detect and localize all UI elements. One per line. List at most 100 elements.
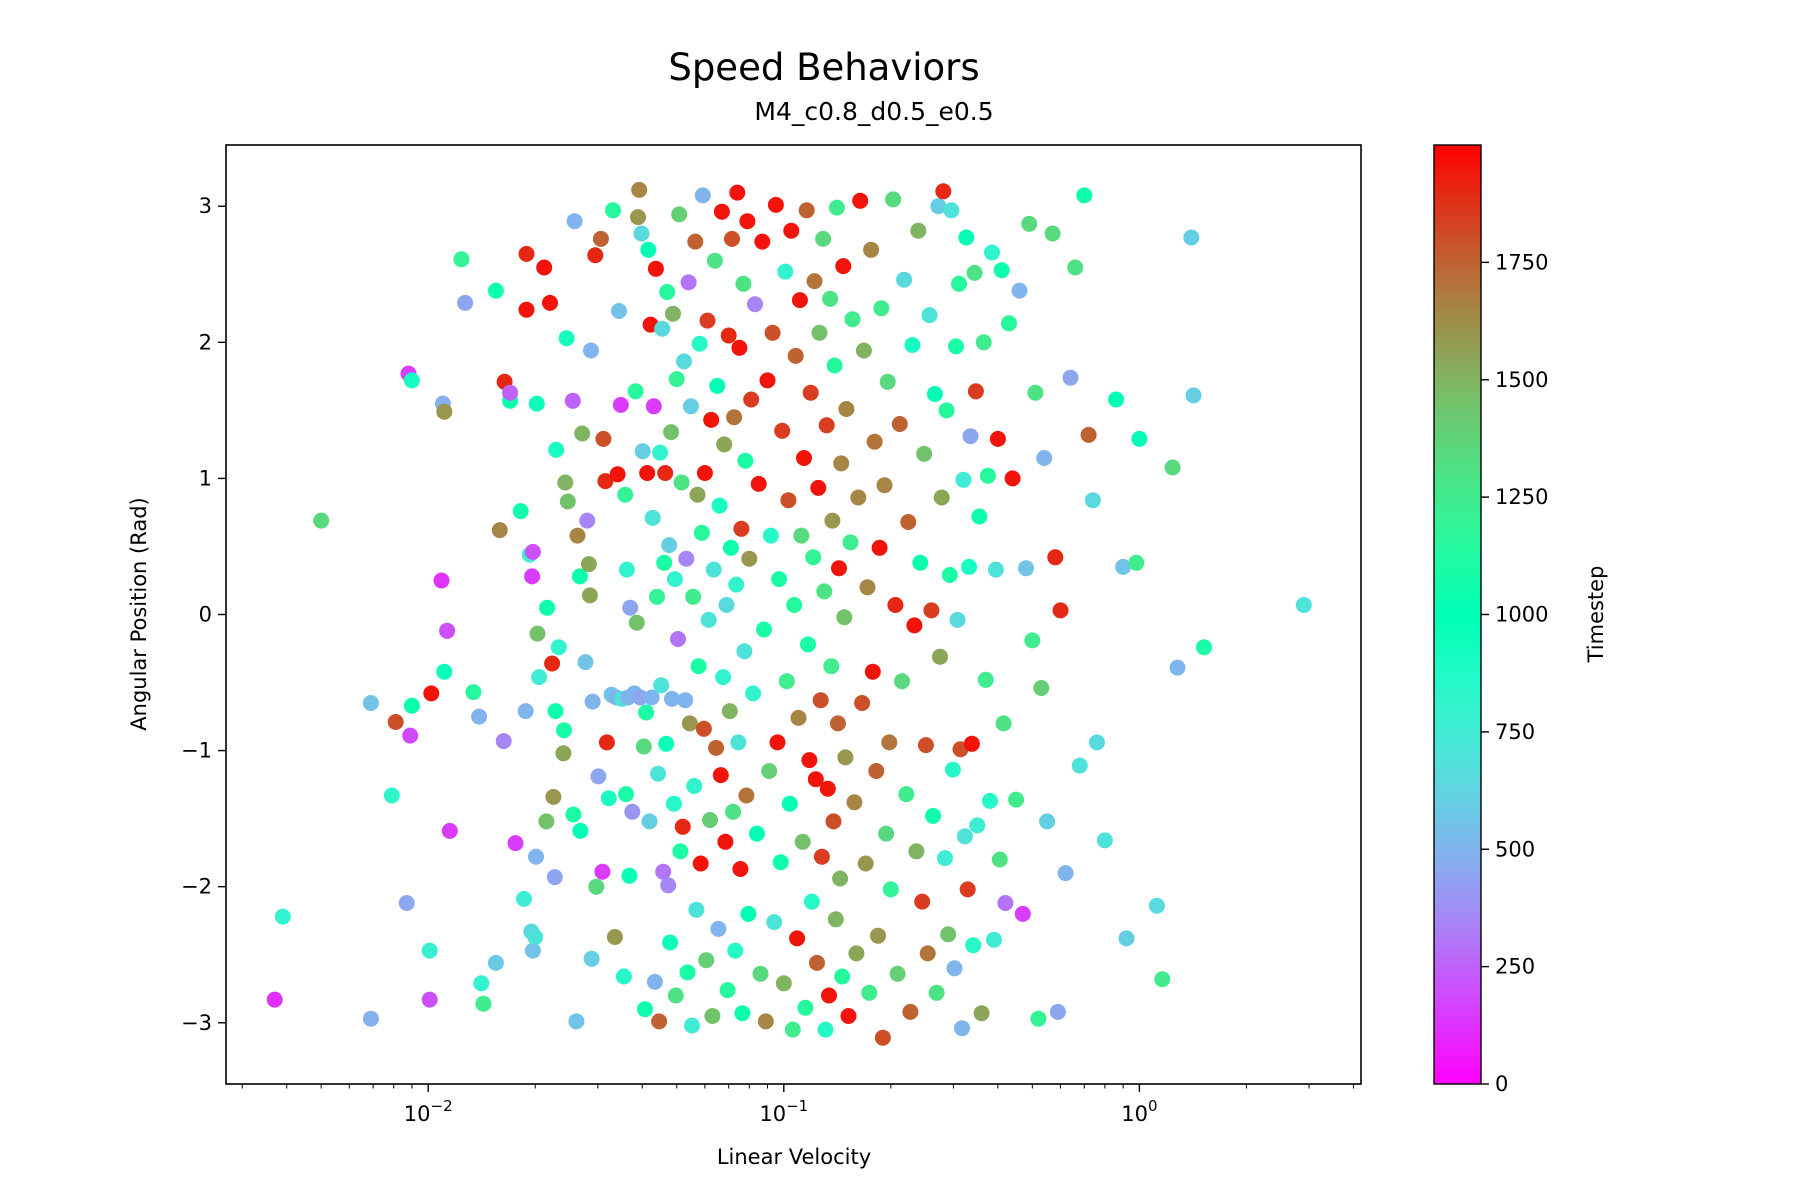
- data-point: [789, 930, 806, 947]
- data-point: [882, 881, 899, 898]
- data-point: [894, 673, 910, 690]
- data-point: [716, 436, 733, 453]
- data-point: [737, 452, 754, 469]
- data-point: [646, 973, 663, 990]
- data-point: [859, 579, 876, 596]
- data-point: [1033, 680, 1050, 696]
- data-point: [465, 684, 482, 701]
- data-point: [722, 539, 739, 556]
- data-point: [516, 890, 532, 907]
- chart-title: Speed Behaviors: [668, 46, 979, 89]
- data-point: [568, 1013, 585, 1030]
- data-point: [987, 561, 1004, 578]
- data-point: [887, 597, 904, 613]
- colorbar: 0 250 500 750 1000 1250 1500 1750 Timestep: [1433, 144, 1608, 1096]
- data-point: [778, 673, 795, 690]
- data-point: [857, 855, 874, 872]
- data-point: [572, 822, 589, 839]
- data-point: [754, 233, 771, 250]
- data-point: [631, 181, 648, 198]
- data-point: [710, 920, 727, 937]
- data-point: [439, 622, 456, 639]
- data-point: [547, 703, 564, 720]
- data-point: [387, 714, 404, 730]
- data-point: [495, 733, 512, 750]
- y-tick-label: 3: [199, 194, 212, 218]
- data-point: [741, 550, 758, 567]
- data-point: [951, 275, 967, 292]
- data-point: [1108, 391, 1125, 408]
- data-point: [457, 294, 474, 311]
- data-point: [1084, 492, 1101, 509]
- data-point: [640, 241, 657, 258]
- data-point: [794, 833, 811, 850]
- data-point: [487, 282, 504, 299]
- data-point: [833, 455, 850, 472]
- data-point: [829, 715, 846, 732]
- data-point: [433, 572, 450, 589]
- data-point: [826, 357, 843, 374]
- data-point: [995, 715, 1012, 732]
- data-point: [821, 987, 837, 1004]
- data-point: [524, 543, 541, 560]
- data-point: [733, 520, 750, 537]
- data-point: [828, 199, 845, 216]
- data-point: [615, 968, 632, 985]
- data-point: [644, 509, 661, 526]
- data-point: [728, 576, 745, 593]
- data-point: [846, 794, 863, 811]
- data-point: [274, 908, 291, 925]
- data-point: [699, 312, 716, 329]
- data-point: [638, 704, 655, 721]
- data-point: [581, 587, 598, 604]
- data-point: [618, 561, 635, 578]
- data-point: [822, 290, 839, 307]
- data-point: [807, 771, 824, 788]
- data-point: [993, 262, 1010, 279]
- data-point: [684, 1017, 700, 1034]
- data-point: [732, 861, 749, 877]
- data-point: [743, 391, 760, 408]
- data-point: [932, 648, 948, 665]
- data-point: [539, 599, 556, 616]
- data-point: [649, 588, 665, 605]
- data-point: [848, 945, 865, 962]
- data-point: [518, 245, 535, 262]
- data-point: [914, 893, 931, 910]
- data-point: [731, 339, 748, 356]
- data-point: [982, 792, 998, 809]
- data-point: [989, 430, 1006, 447]
- data-point: [774, 422, 791, 439]
- data-point: [612, 396, 629, 413]
- data-point: [696, 465, 713, 481]
- data-point: [815, 230, 832, 247]
- data-point: [491, 522, 508, 539]
- data-point: [524, 942, 541, 959]
- data-point: [695, 720, 712, 737]
- colorbar-tick-label: 750: [1495, 720, 1535, 744]
- data-point: [660, 877, 677, 894]
- data-point: [1036, 450, 1053, 466]
- data-point: [266, 991, 283, 1008]
- data-point: [817, 1021, 834, 1038]
- data-point: [678, 550, 695, 567]
- data-point: [475, 995, 492, 1012]
- data-point: [780, 492, 797, 509]
- data-point: [840, 1008, 857, 1024]
- data-point: [823, 658, 840, 675]
- data-point: [652, 444, 669, 461]
- data-point: [738, 787, 755, 804]
- data-point: [402, 727, 419, 744]
- points-layer: [266, 181, 1312, 1046]
- data-point: [832, 870, 849, 887]
- data-point: [1062, 369, 1079, 386]
- data-point: [825, 813, 842, 830]
- y-tick-label: −1: [181, 739, 212, 763]
- data-point: [881, 734, 898, 751]
- data-point: [679, 964, 696, 981]
- data-point: [809, 954, 825, 971]
- colorbar-label: Timestep: [1584, 566, 1608, 664]
- colorbar-tick-label: 250: [1495, 955, 1535, 979]
- data-point: [958, 229, 975, 246]
